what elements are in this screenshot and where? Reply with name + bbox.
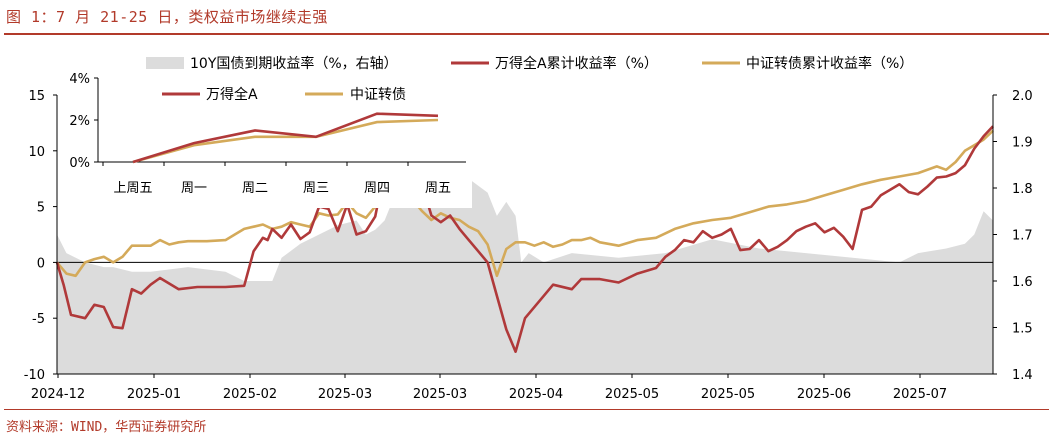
inset-x-tick-label: 周一	[181, 181, 207, 196]
right-tick-label: 1.8	[1012, 182, 1033, 197]
left-tick-label: 10	[28, 145, 45, 160]
inset-y-tick-label: 4%	[69, 72, 90, 87]
main-axes	[53, 94, 997, 378]
yield-area-layer	[57, 141, 993, 374]
series-lines-layer	[55, 125, 994, 354]
yield-area-series	[57, 141, 993, 374]
inset-x-tick-label: 周二	[242, 181, 268, 196]
right-tick-label: 1.5	[1012, 322, 1033, 337]
x-tick-label: 2025-04	[509, 387, 563, 402]
wind-all-a-line	[55, 125, 994, 354]
left-tick-label: 15	[28, 89, 45, 104]
right-tick-label: 1.6	[1012, 275, 1033, 290]
right-tick-label: 1.7	[1012, 229, 1033, 244]
legend-label-convertible: 中证转债累计收益率（%）	[746, 55, 913, 72]
x-tick-label: 2025-03	[413, 387, 467, 402]
source-note: 资料来源：WIND，华西证券研究所	[6, 420, 207, 435]
x-tick-label: 2024-12	[31, 387, 85, 402]
x-tick-label: 2025-07	[893, 387, 947, 402]
inset-convertible-line	[132, 118, 439, 164]
legend-swatch-yield	[146, 57, 184, 69]
x-tick-label: 2025-05	[605, 387, 659, 402]
inset-x-tick-label: 周五	[425, 181, 451, 196]
main-tick-labels: 15 10 5 0 -5 -10 2.0 1.9 1.8 1.7 1.6 1.5 1.4 2024-12 2…	[24, 89, 1033, 402]
title-divider	[4, 33, 1049, 35]
inset-y-tick-label: 2%	[69, 114, 90, 129]
x-tick-label: 2025-05	[701, 387, 755, 402]
figure-title: 图 1：7 月 21-25 日，类权益市场继续走强	[6, 8, 328, 26]
right-tick-label: 1.4	[1012, 368, 1033, 383]
inset-x-tick-label: 周三	[303, 181, 329, 196]
x-tick-label: 2025-03	[318, 387, 372, 402]
left-tick-label: 5	[37, 201, 45, 216]
inset-background	[60, 76, 472, 208]
convertible-bond-line	[56, 129, 994, 278]
inset-x-tick-label: 周四	[364, 181, 390, 196]
inset-legend-label-wind-all-a: 万得全A	[206, 86, 258, 103]
legend-label-wind-all-a: 万得全A累计收益率（%）	[495, 55, 658, 72]
x-tick-label: 2025-01	[127, 387, 181, 402]
x-tick-label: 2025-02	[223, 387, 277, 402]
inset-legend-label-convertible: 中证转债	[350, 87, 406, 103]
inset-x-tick-label: 上周五	[113, 181, 152, 196]
source-divider	[4, 409, 1049, 410]
x-tick-label: 2025-06	[797, 387, 851, 402]
legend-label-yield: 10Y国债到期收益率（%，右轴）	[190, 55, 398, 72]
inset-chart: 4% 2% 0% 上周五 周一 周二 周三 周四 周五 万得全A 中证转债	[60, 72, 472, 208]
main-legend: 10Y国债到期收益率（%，右轴） 万得全A累计收益率（%） 中证转债累计收益率（%）	[146, 55, 913, 72]
inset-y-tick-label: 0%	[69, 156, 90, 171]
inset-wind-all-a-line	[132, 112, 439, 164]
left-tick-label: -5	[32, 312, 45, 327]
left-tick-label: 0	[37, 256, 45, 271]
right-tick-label: 2.0	[1012, 89, 1033, 104]
left-tick-label: -10	[24, 368, 45, 383]
right-tick-label: 1.9	[1012, 136, 1033, 151]
